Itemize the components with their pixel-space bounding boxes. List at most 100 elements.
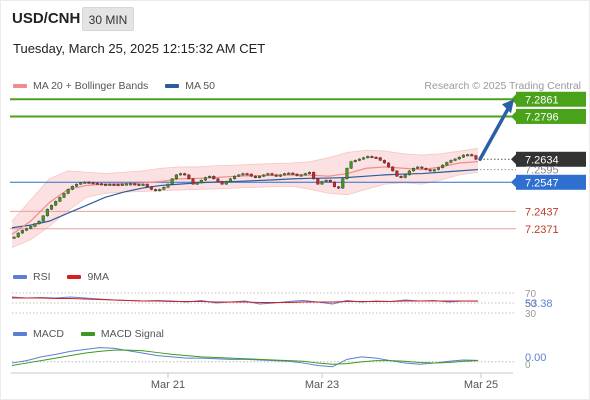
candle-body <box>362 157 366 160</box>
candle-body <box>474 155 478 160</box>
legend-label-rsi: RSI <box>33 271 51 283</box>
candle-body <box>112 183 116 186</box>
candle-body <box>141 183 145 186</box>
candle-body <box>174 174 178 180</box>
candle-body <box>466 154 470 157</box>
candle-body <box>195 182 199 185</box>
candle-body <box>253 175 257 178</box>
level-label-7.2595: 7.2595 <box>525 165 559 177</box>
macd-value-label: 0.00 <box>525 352 546 364</box>
candle-body <box>274 174 278 177</box>
candle-body <box>357 158 361 161</box>
macd-series-MACD Signal <box>11 349 479 367</box>
candle-body <box>45 209 49 217</box>
candle-body <box>432 169 436 172</box>
candle-body <box>83 181 87 184</box>
bollinger-band <box>12 148 478 248</box>
candle-body <box>66 189 70 194</box>
candle-body <box>349 161 353 169</box>
candle-body <box>104 183 108 186</box>
legend-label-macd-signal: MACD Signal <box>100 328 164 340</box>
candle-body <box>33 223 37 227</box>
candle-body <box>445 162 449 166</box>
candle-body <box>353 160 357 163</box>
level-label-7.2796: 7.2796 <box>525 111 559 123</box>
candle-body <box>120 183 124 186</box>
candle-body <box>199 179 203 184</box>
legend-item-macd-signal: MACD Signal <box>80 328 164 340</box>
candle-body <box>149 186 153 190</box>
candle-body <box>382 160 386 164</box>
candle-body <box>41 215 45 222</box>
rsi-legend: RSI 9MA <box>13 271 123 283</box>
level-label-7.2371: 7.2371 <box>525 224 559 236</box>
ma50-line <box>11 168 479 229</box>
candle-body <box>116 184 120 187</box>
candle-body <box>312 172 316 180</box>
candle-body <box>453 158 457 161</box>
candle-body <box>403 174 407 178</box>
candle-body <box>320 181 324 185</box>
candle-body <box>245 173 249 176</box>
candle-body <box>137 183 141 186</box>
candle-body <box>416 166 420 169</box>
legend-item-rsi: RSI <box>13 271 51 283</box>
macd-series-MACD <box>11 347 479 368</box>
candle-body <box>249 173 253 177</box>
candle-body <box>411 168 416 172</box>
candle-body <box>345 168 349 180</box>
candle-body <box>399 175 403 178</box>
candle-body <box>370 156 374 159</box>
candle-body <box>25 228 29 231</box>
candle-body <box>162 187 166 190</box>
x-tick-label: Mar 23 <box>305 379 339 391</box>
level-label-pointer-7.2547 <box>511 177 516 188</box>
candle-body <box>278 174 282 177</box>
candle-body <box>20 230 24 234</box>
legend-swatch-ma20 <box>13 84 27 89</box>
candle-body <box>299 174 303 177</box>
datetime-label: Tuesday, March 25, 2025 12:15:32 AM CET <box>13 41 266 56</box>
candle-body <box>470 154 474 157</box>
candle-body <box>228 178 232 182</box>
legend-swatch-ma50 <box>165 84 180 89</box>
candle-body <box>124 183 128 186</box>
candle-body <box>191 178 195 185</box>
candle-body <box>178 173 183 176</box>
candle-body <box>270 173 274 176</box>
candle-body <box>262 174 266 177</box>
candle-body <box>328 179 332 183</box>
rsi-series-9MA <box>12 297 478 303</box>
candle-body <box>70 186 74 190</box>
bollinger-upper <box>11 148 479 222</box>
candle-body <box>457 156 461 160</box>
level-label-pointer-7.2634 <box>511 154 516 165</box>
candle-body <box>166 183 170 188</box>
candle-body <box>287 172 291 175</box>
forecast-arrow-head <box>502 99 514 114</box>
macd-legend: MACD MACD Signal <box>13 328 178 340</box>
candle-body <box>258 175 262 178</box>
candle-body <box>424 168 428 170</box>
bollinger-lower <box>11 171 479 248</box>
legend-swatch-macd-signal <box>80 332 95 337</box>
candle-body <box>49 205 54 210</box>
candle-body <box>37 220 41 224</box>
candle-body <box>16 232 20 238</box>
legend-item-macd: MACD <box>13 328 64 340</box>
level-label-7.2634: 7.2634 <box>525 154 559 166</box>
legend-label-ma20: MA 20 + Bollinger Bands <box>33 80 149 92</box>
level-label-pointer-7.2796 <box>511 111 516 122</box>
candle-body <box>29 226 33 229</box>
candle-body <box>95 182 99 185</box>
legend-swatch-9ma <box>67 275 82 280</box>
candle-body <box>337 186 341 189</box>
candle-body <box>62 193 66 198</box>
symbol-title: USD/CNH <box>12 10 81 27</box>
level-label-box-7.2861 <box>516 91 586 107</box>
candle-body <box>108 183 112 186</box>
legend-label-macd: MACD <box>33 328 64 340</box>
candle-body <box>428 169 432 172</box>
timeframe-button[interactable]: 30 MIN <box>82 7 134 31</box>
